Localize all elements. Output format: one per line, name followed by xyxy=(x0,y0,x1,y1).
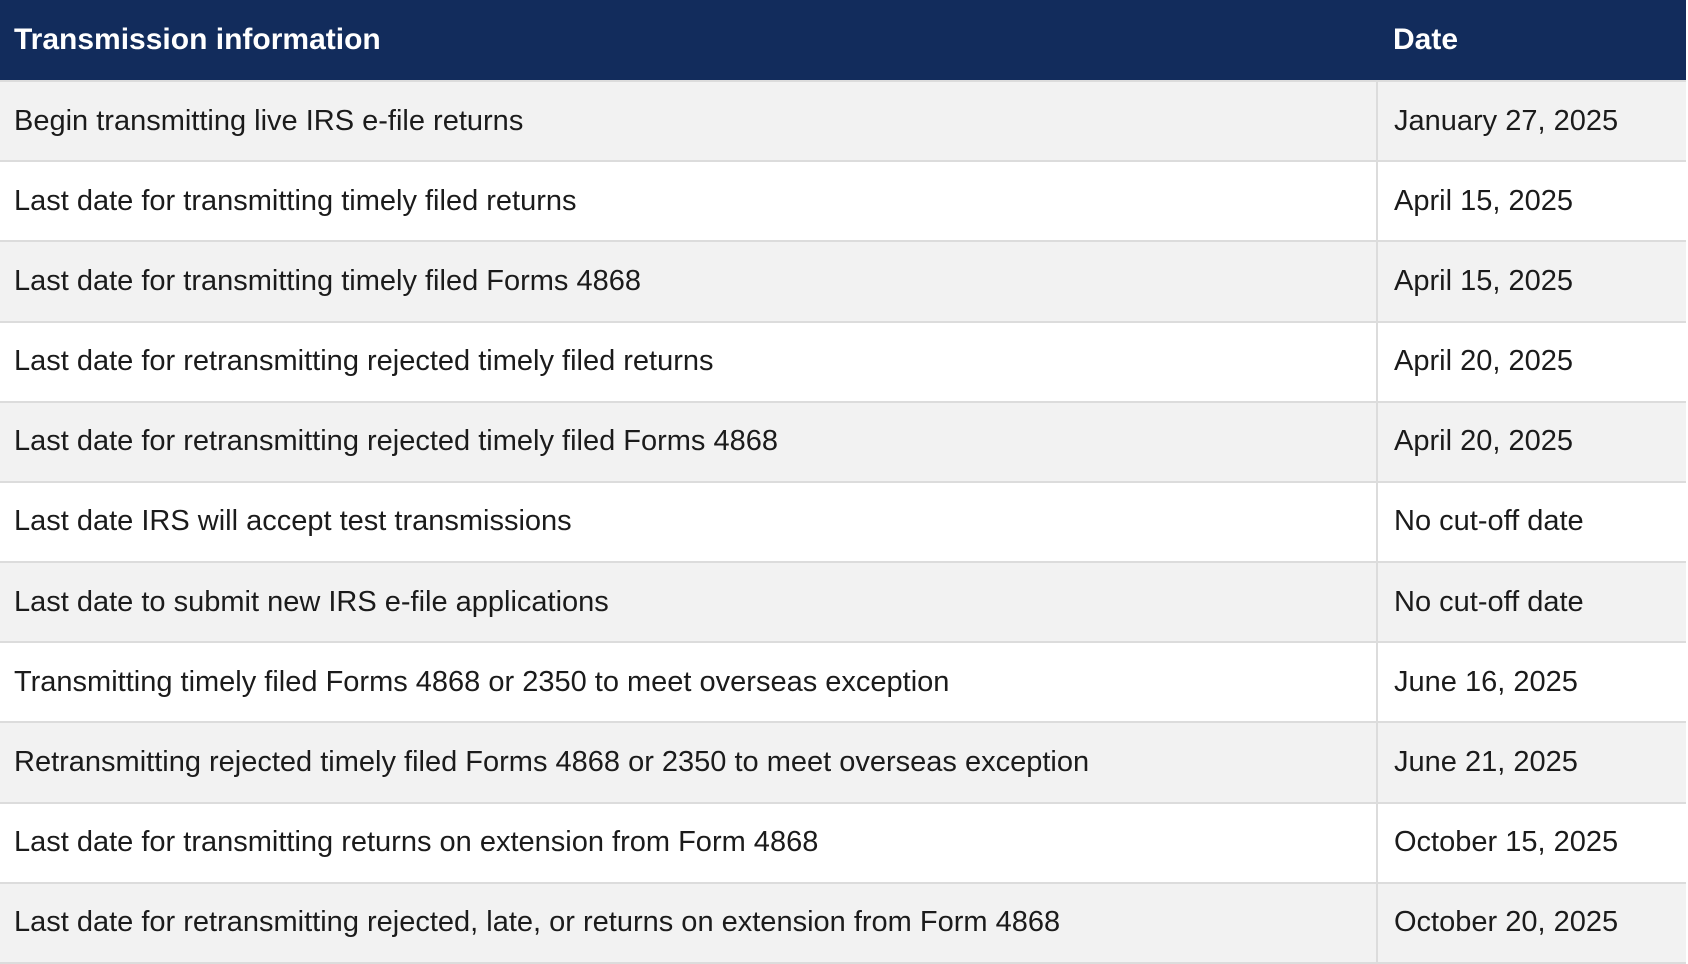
date-cell: No cut-off date xyxy=(1376,561,1686,643)
table-row: Last date for retransmitting rejected ti… xyxy=(0,400,1686,482)
table-row: Retransmitting rejected timely filed For… xyxy=(0,721,1686,803)
date-cell: April 15, 2025 xyxy=(1376,160,1686,242)
table-row: Last date for transmitting timely filed … xyxy=(0,160,1686,242)
date-cell: April 20, 2025 xyxy=(1376,320,1686,402)
transmission-info-cell: Last date for transmitting timely filed … xyxy=(0,160,1377,242)
transmission-info-cell: Last date for retransmitting rejected ti… xyxy=(0,400,1377,482)
transmission-info-cell: Last date for retransmitting rejected, l… xyxy=(0,881,1377,964)
column-header-date: Date xyxy=(1377,0,1686,81)
date-cell: October 15, 2025 xyxy=(1376,801,1686,883)
table-row: Begin transmitting live IRS e-file retur… xyxy=(0,79,1686,162)
date-cell: April 15, 2025 xyxy=(1376,240,1686,322)
transmission-info-cell: Retransmitting rejected timely filed For… xyxy=(0,721,1377,803)
date-cell: January 27, 2025 xyxy=(1376,79,1686,162)
table-row: Last date to submit new IRS e-file appli… xyxy=(0,561,1686,643)
header-row: Transmission information Date xyxy=(0,0,1686,81)
date-cell: No cut-off date xyxy=(1376,480,1686,563)
transmission-info-cell: Last date to submit new IRS e-file appli… xyxy=(0,561,1377,643)
date-cell: June 16, 2025 xyxy=(1376,641,1686,723)
table-row: Last date for transmitting timely filed … xyxy=(0,240,1686,322)
date-cell: June 21, 2025 xyxy=(1376,721,1686,803)
transmission-info-cell: Transmitting timely filed Forms 4868 or … xyxy=(0,641,1377,723)
table-row: Last date IRS will accept test transmiss… xyxy=(0,480,1686,563)
date-cell: October 20, 2025 xyxy=(1376,881,1686,964)
transmission-info-cell: Last date IRS will accept test transmiss… xyxy=(0,480,1377,563)
table-row: Transmitting timely filed Forms 4868 or … xyxy=(0,641,1686,723)
table-header: Transmission information Date xyxy=(0,0,1686,81)
table-body: Begin transmitting live IRS e-file retur… xyxy=(0,79,1686,964)
column-header-transmission-information: Transmission information xyxy=(0,0,1377,81)
table-row: Last date for transmitting returns on ex… xyxy=(0,801,1686,883)
transmission-info-cell: Last date for retransmitting rejected ti… xyxy=(0,320,1377,402)
transmission-info-cell: Last date for transmitting timely filed … xyxy=(0,240,1377,322)
transmission-info-cell: Last date for transmitting returns on ex… xyxy=(0,801,1377,883)
table-row: Last date for retransmitting rejected, l… xyxy=(0,881,1686,964)
table-row: Last date for retransmitting rejected ti… xyxy=(0,320,1686,402)
date-cell: April 20, 2025 xyxy=(1376,400,1686,482)
transmission-info-cell: Begin transmitting live IRS e-file retur… xyxy=(0,79,1377,162)
